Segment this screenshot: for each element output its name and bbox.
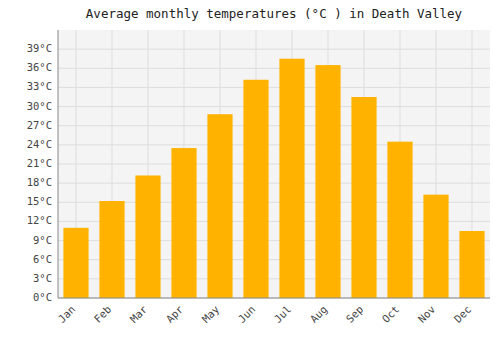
plot-background	[58, 30, 490, 298]
y-tick-label: 33°C	[27, 80, 52, 92]
bar	[387, 142, 412, 298]
y-axis-line	[58, 30, 59, 298]
y-tick-label: 18°C	[27, 176, 52, 188]
x-tick-label: May	[200, 303, 222, 325]
bar	[63, 228, 88, 298]
bar	[279, 59, 304, 298]
y-tick-label: 6°C	[33, 253, 52, 265]
y-grid-line	[58, 68, 490, 69]
x-tick-label: Aug	[308, 303, 330, 325]
y-grid-line	[58, 125, 490, 126]
x-tick-label: Mar	[128, 303, 150, 325]
grid	[58, 30, 490, 298]
bar	[207, 114, 232, 298]
y-grid-line	[58, 183, 490, 184]
y-tick-label: 36°C	[27, 61, 52, 73]
y-tick-label: 24°C	[27, 138, 52, 150]
y-tick-label: 39°C	[27, 42, 52, 54]
x-tick-label: Dec	[452, 303, 474, 325]
bar	[171, 148, 196, 298]
y-grid-line	[58, 164, 490, 165]
y-grid-line	[58, 144, 490, 145]
bar	[243, 80, 268, 298]
y-tick-label: 27°C	[27, 119, 52, 131]
bar	[351, 97, 376, 298]
y-tick-label: 0°C	[33, 291, 52, 303]
x-axis-line	[58, 298, 490, 299]
bar	[135, 175, 160, 298]
y-tick-label: 30°C	[27, 100, 52, 112]
bar	[315, 65, 340, 298]
bar	[423, 195, 448, 298]
y-tick-label: 15°C	[27, 195, 52, 207]
bar	[459, 231, 484, 298]
x-tick-label: Nov	[416, 303, 438, 325]
y-tick-label: 12°C	[27, 214, 52, 226]
x-tick-label: Apr	[164, 303, 186, 325]
y-grid-line	[58, 298, 490, 299]
bar	[99, 201, 124, 298]
y-grid-line	[58, 87, 490, 88]
bars	[63, 59, 484, 298]
x-tick-label: Feb	[92, 303, 114, 325]
y-grid-line	[58, 49, 490, 50]
title: Average monthly temperatures (°C ) in De…	[86, 6, 463, 21]
x-tick-label: Sep	[344, 303, 366, 325]
y-grid-line	[58, 106, 490, 107]
y-tick-label: 21°C	[27, 157, 52, 169]
x-tick-label: Jan	[56, 303, 78, 325]
y-tick-label: 9°C	[33, 234, 52, 246]
y-tick-label: 3°C	[33, 272, 52, 284]
x-tick-label: Oct	[380, 303, 402, 325]
x-tick-label: Jun	[236, 303, 258, 325]
chart: 0°C 3°C 6°C 9°C 12°C 15°C 18°C 21°C 24°C 27°C 30°C…	[0, 0, 500, 350]
x-tick-label: Jul	[272, 303, 294, 325]
